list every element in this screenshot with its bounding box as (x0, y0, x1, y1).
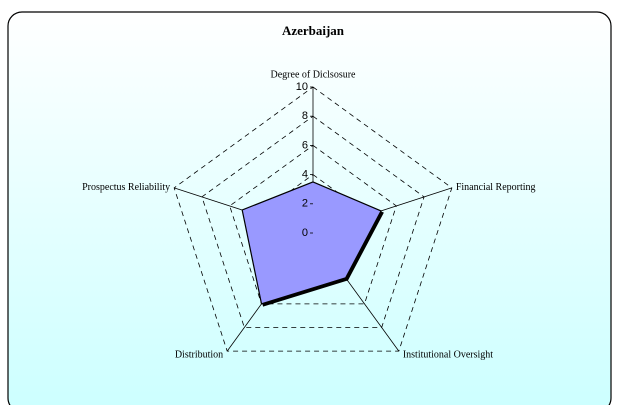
data-area (241, 181, 382, 305)
r-tick-label: 0 (302, 227, 308, 239)
r-tick-label: 4 (302, 169, 308, 181)
grid-ring (201, 115, 425, 328)
r-tick-label: 2 (302, 198, 308, 210)
grid-ring (229, 144, 397, 305)
category-label: Financial Reporting (456, 182, 536, 193)
category-label: Prospectus Reliability (82, 182, 170, 193)
r-tick-label: 6 (302, 139, 308, 151)
r-tick-label: 8 (302, 110, 308, 122)
category-label: Distribution (175, 349, 223, 360)
category-label: Degree of Diclsosure (271, 69, 357, 80)
chart-title: Azerbaijan (282, 23, 345, 38)
category-label: Institutional Oversight (403, 349, 493, 360)
grid-ring (173, 86, 453, 352)
r-tick-label: 10 (296, 81, 308, 93)
